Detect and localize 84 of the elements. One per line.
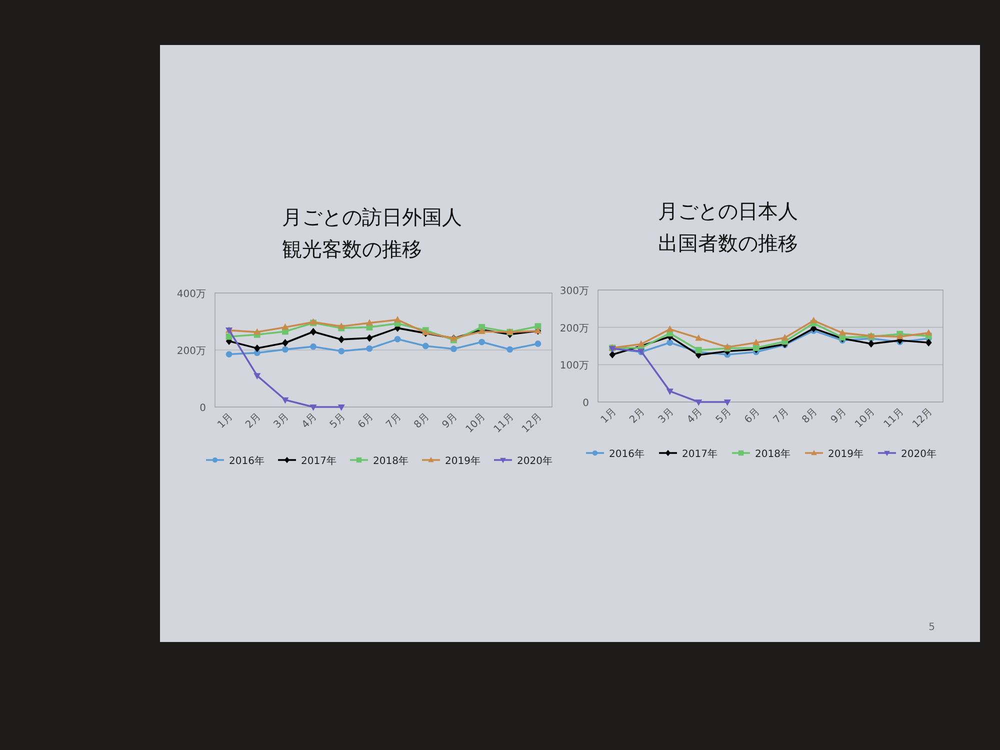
y-tick-label: 100万 xyxy=(560,360,589,372)
y-tick-label: 200万 xyxy=(560,323,589,334)
legend-label: 2019年 xyxy=(445,455,480,467)
point xyxy=(666,325,674,332)
chart-title: 月ごとの訪日外国人観光客数の推移 xyxy=(282,205,462,261)
text: 5 xyxy=(928,622,935,633)
point xyxy=(724,399,731,406)
y-tick-label: 0 xyxy=(582,398,589,409)
point xyxy=(394,336,401,342)
y-tick-label: 0 xyxy=(200,403,206,414)
point xyxy=(781,334,788,340)
point xyxy=(310,343,316,350)
legend-label: 2016年 xyxy=(229,455,264,467)
point xyxy=(366,334,373,342)
point xyxy=(695,399,702,406)
point xyxy=(868,340,874,348)
x-tick-label: 12月 xyxy=(910,406,935,430)
x-tick-label: 1月 xyxy=(599,406,618,426)
point xyxy=(282,323,289,330)
point xyxy=(450,346,457,352)
point xyxy=(394,316,402,322)
point xyxy=(695,334,702,341)
x-tick-label: 3月 xyxy=(656,406,676,426)
x-tick-label: 4月 xyxy=(685,406,705,426)
point xyxy=(506,346,514,353)
x-tick-label: 10月 xyxy=(464,411,488,436)
point xyxy=(638,340,645,347)
x-tick-label: 9月 xyxy=(440,411,460,431)
point xyxy=(310,328,316,336)
point xyxy=(478,338,485,346)
x-tick-label: 10月 xyxy=(853,406,878,430)
x-tick-label: 7月 xyxy=(772,406,791,426)
x-tick-label: 8月 xyxy=(800,406,820,426)
legend-label: 2017年 xyxy=(682,448,718,460)
x-tick-label: 1月 xyxy=(216,411,236,431)
point xyxy=(666,339,674,346)
x-tick-label: 5月 xyxy=(328,411,348,431)
x-tick-label: 11月 xyxy=(882,406,906,430)
x-tick-label: 6月 xyxy=(356,411,376,431)
x-tick-label: 8月 xyxy=(412,411,432,431)
x-tick-label: 4月 xyxy=(300,411,320,431)
point xyxy=(282,346,288,353)
y-tick-label: 300万 xyxy=(560,286,589,297)
point xyxy=(254,344,260,352)
chart-title: 月ごとの日本人出国者数の推移 xyxy=(658,199,798,255)
legend-label: 2020年 xyxy=(901,448,936,460)
point xyxy=(666,388,674,396)
x-tick-label: 12月 xyxy=(520,411,544,436)
point xyxy=(310,404,317,411)
point xyxy=(366,345,373,352)
point xyxy=(534,340,542,347)
x-tick-label: 2月 xyxy=(628,406,648,426)
point xyxy=(338,348,345,354)
legend-label: 2017年 xyxy=(301,455,336,467)
x-tick-label: 11月 xyxy=(492,411,516,436)
point xyxy=(338,404,345,411)
point xyxy=(338,322,345,329)
point xyxy=(282,397,289,404)
point xyxy=(254,328,261,335)
legend-label: 2016年 xyxy=(609,448,644,460)
point xyxy=(925,338,932,346)
point xyxy=(810,316,818,324)
point xyxy=(925,329,932,336)
x-tick-label: 3月 xyxy=(272,411,292,431)
x-tick-label: 9月 xyxy=(829,406,848,426)
point xyxy=(422,342,429,350)
x-tick-label: 5月 xyxy=(714,406,734,426)
point xyxy=(254,373,261,380)
point xyxy=(752,338,760,346)
legend-label: 2018年 xyxy=(755,448,790,460)
x-tick-label: 6月 xyxy=(742,406,762,426)
y-tick-label: 200万 xyxy=(176,346,206,357)
point xyxy=(282,339,288,347)
point xyxy=(338,336,345,344)
legend-label: 2019年 xyxy=(828,448,864,460)
point xyxy=(609,350,616,358)
legend-label: 2020年 xyxy=(517,455,552,467)
point xyxy=(226,351,232,358)
legend-label: 2018年 xyxy=(373,455,408,467)
point xyxy=(366,319,373,326)
x-tick-label: 7月 xyxy=(384,411,404,431)
y-tick-label: 400万 xyxy=(176,289,206,300)
x-tick-label: 2月 xyxy=(244,411,264,431)
point xyxy=(838,329,846,336)
